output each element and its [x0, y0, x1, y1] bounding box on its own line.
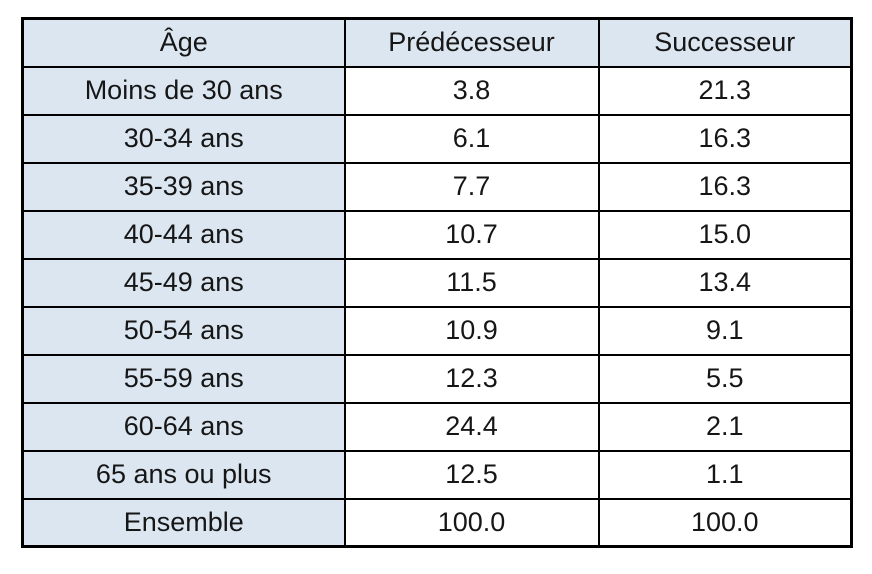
- successeur-value: 15.0: [597, 209, 853, 260]
- successeur-value: 16.3: [597, 113, 853, 164]
- successeur-value: 21.3: [597, 65, 853, 116]
- row-label: Ensemble: [21, 497, 346, 548]
- row-label: 35-39 ans: [21, 161, 346, 212]
- column-header-successeur: Successeur: [597, 17, 853, 68]
- predecesseur-value: 24.4: [343, 401, 600, 452]
- predecesseur-value: 7.7: [343, 161, 600, 212]
- predecesseur-value: 3.8: [343, 65, 600, 116]
- table-row: Moins de 30 ans 3.8 21.3: [21, 65, 853, 116]
- successeur-value: 9.1: [597, 305, 853, 356]
- header-row: Âge Prédécesseur Successeur: [21, 17, 853, 68]
- successeur-value: 100.0: [597, 497, 853, 548]
- predecesseur-value: 6.1: [343, 113, 600, 164]
- column-header-age: Âge: [21, 17, 346, 68]
- predecesseur-value: 10.9: [343, 305, 600, 356]
- table-row: 50-54 ans 10.9 9.1: [21, 305, 853, 356]
- row-label: Moins de 30 ans: [21, 65, 346, 116]
- row-label: 30-34 ans: [21, 113, 346, 164]
- table-row: 45-49 ans 11.5 13.4: [21, 257, 853, 308]
- predecesseur-value: 10.7: [343, 209, 600, 260]
- table-row: 35-39 ans 7.7 16.3: [21, 161, 853, 212]
- row-label: 60-64 ans: [21, 401, 346, 452]
- column-header-predecesseur: Prédécesseur: [343, 17, 600, 68]
- age-distribution-table: Âge Prédécesseur Successeur Moins de 30 …: [21, 17, 853, 548]
- predecesseur-value: 12.5: [343, 449, 600, 500]
- table-row: 55-59 ans 12.3 5.5: [21, 353, 853, 404]
- age-distribution-table-container: Âge Prédécesseur Successeur Moins de 30 …: [21, 17, 853, 548]
- predecesseur-value: 11.5: [343, 257, 600, 308]
- row-label: 65 ans ou plus: [21, 449, 346, 500]
- row-label: 45-49 ans: [21, 257, 346, 308]
- predecesseur-value: 100.0: [343, 497, 600, 548]
- row-label: 50-54 ans: [21, 305, 346, 356]
- row-label: 55-59 ans: [21, 353, 346, 404]
- successeur-value: 2.1: [597, 401, 853, 452]
- table-header: Âge Prédécesseur Successeur: [21, 17, 853, 68]
- predecesseur-value: 12.3: [343, 353, 600, 404]
- row-label: 40-44 ans: [21, 209, 346, 260]
- successeur-value: 16.3: [597, 161, 853, 212]
- table-body: Moins de 30 ans 3.8 21.3 30-34 ans 6.1 1…: [21, 65, 853, 548]
- successeur-value: 13.4: [597, 257, 853, 308]
- table-row: 30-34 ans 6.1 16.3: [21, 113, 853, 164]
- table-row: 60-64 ans 24.4 2.1: [21, 401, 853, 452]
- table-row: 65 ans ou plus 12.5 1.1: [21, 449, 853, 500]
- successeur-value: 1.1: [597, 449, 853, 500]
- table-row: 40-44 ans 10.7 15.0: [21, 209, 853, 260]
- table-row-ensemble: Ensemble 100.0 100.0: [21, 497, 853, 548]
- successeur-value: 5.5: [597, 353, 853, 404]
